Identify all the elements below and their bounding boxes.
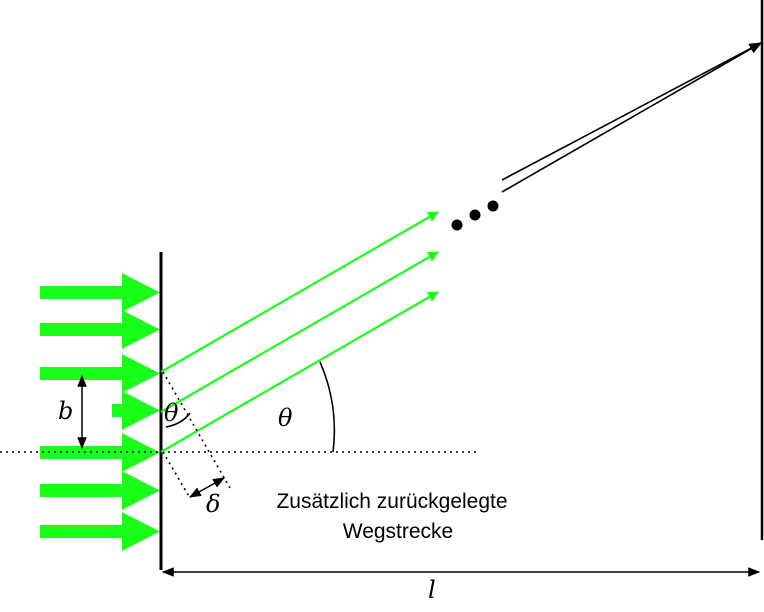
path-difference-caption-line1: Zusätzlich zurückgelegte (276, 490, 507, 513)
perpendicular-line (162, 371, 231, 489)
angle-arc-small (165, 412, 191, 428)
path-difference-caption-line2: Wegstrecke (343, 520, 454, 543)
label-l: l (428, 576, 436, 604)
ellipsis-dots (451, 200, 499, 231)
perpendicular-line (162, 451, 191, 499)
incident-arrow (40, 433, 160, 472)
incident-arrow (112, 391, 160, 430)
diffracted-ray (160, 211, 439, 373)
incident-arrow (40, 310, 160, 349)
converging-rays (501, 42, 763, 193)
incident-arrow (40, 512, 160, 551)
incident-arrow (40, 471, 160, 510)
incident-beams (40, 273, 160, 551)
label-theta-small: θ (164, 399, 179, 427)
label-delta: δ (206, 490, 220, 518)
incident-arrow (40, 273, 160, 312)
delta-arrow (188, 477, 226, 498)
incident-arrow (40, 354, 160, 393)
diffracted-rays (160, 211, 439, 453)
label-theta-large: θ (278, 404, 293, 432)
angle-arc-large (319, 361, 336, 453)
diffracted-ray (160, 251, 439, 413)
diffracted-ray (160, 291, 439, 453)
label-b: b (58, 397, 73, 425)
